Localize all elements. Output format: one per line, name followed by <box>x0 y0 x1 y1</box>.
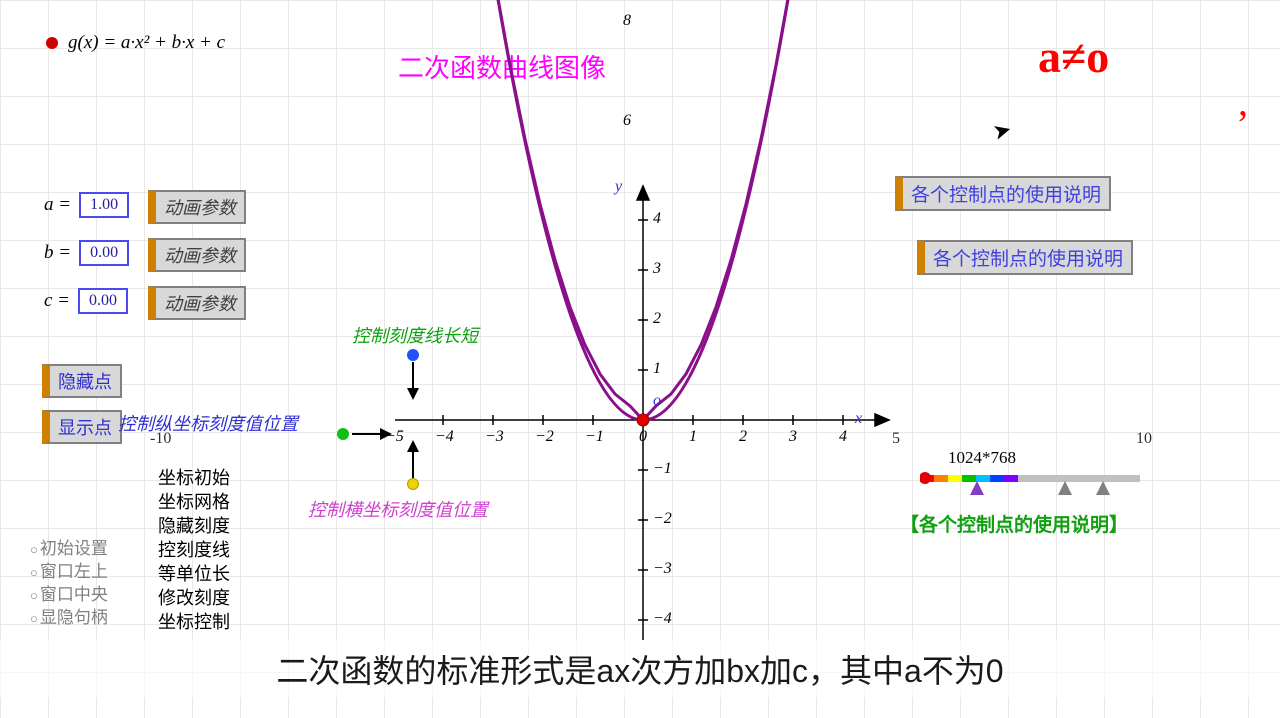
ytick: 2 <box>653 310 661 328</box>
ytick: 1 <box>653 360 661 378</box>
radio-2[interactable]: 窗口中央 <box>30 584 108 607</box>
param-a-input[interactable] <box>79 192 129 218</box>
opt-0[interactable]: 坐标初始 <box>158 466 230 490</box>
ctrl-vertical-label: 控制纵坐标刻度值位置 <box>118 410 298 436</box>
y-axis-label: y <box>615 178 622 196</box>
plot-svg <box>395 0 895 640</box>
handwritten-annotation: a≠o <box>1038 30 1109 83</box>
outer-xmid: 5 <box>892 430 900 448</box>
hint-button-1[interactable]: 各个控制点的使用说明 <box>895 176 1111 211</box>
xtick: 1 <box>689 428 697 446</box>
ctrl-point-green[interactable] <box>337 428 349 440</box>
opt-5[interactable]: 修改刻度 <box>158 586 230 610</box>
anim-c-button[interactable]: 动画参数 <box>148 286 246 320</box>
ytick: −2 <box>653 510 672 528</box>
ytick: 4 <box>653 210 661 228</box>
slider-marker-purple[interactable] <box>970 481 984 495</box>
xtick: 0 <box>639 428 647 446</box>
anim-a-button[interactable]: 动画参数 <box>148 190 246 224</box>
param-c-label: c = <box>44 290 70 312</box>
opt-4[interactable]: 等单位长 <box>158 562 230 586</box>
param-c-input[interactable] <box>78 288 128 314</box>
outer-xleft: -10 <box>150 430 171 448</box>
ytick: 8 <box>623 12 631 30</box>
show-points-button[interactable]: 显示点 <box>42 410 122 444</box>
xtick: −5 <box>385 428 404 446</box>
series-dot-icon <box>46 37 58 49</box>
xtick: 2 <box>739 428 747 446</box>
opt-2[interactable]: 隐藏刻度 <box>158 514 230 538</box>
slider-marker-2[interactable] <box>1096 481 1110 495</box>
annotation-comma: , <box>1238 78 1248 125</box>
x-axis-label: x <box>855 410 862 428</box>
xtick: −3 <box>485 428 504 446</box>
ytick: −1 <box>653 460 672 478</box>
subtitle-caption: 二次函数的标准形式是ax次方加bx加c，其中a不为0 <box>0 640 1280 698</box>
xtick: 3 <box>789 428 797 446</box>
param-b-input[interactable] <box>79 240 129 266</box>
radio-1[interactable]: 窗口左上 <box>30 561 108 584</box>
param-b-row: b = <box>44 240 129 266</box>
param-b-label: b = <box>44 242 71 264</box>
ytick: −4 <box>653 610 672 628</box>
ytick: 3 <box>653 260 661 278</box>
radio-0[interactable]: 初始设置 <box>30 538 108 561</box>
slider-marker-1[interactable] <box>1058 481 1072 495</box>
ytick: 6 <box>623 112 631 130</box>
param-a-row: a = <box>44 192 129 218</box>
hint-button-2[interactable]: 各个控制点的使用说明 <box>917 240 1133 275</box>
coordinate-plot: y x o −5 −4 −3 −2 −1 0 1 2 3 4 1 2 3 4 6… <box>395 0 895 640</box>
resolution-label: 1024*768 <box>948 448 1016 468</box>
opt-6[interactable]: 坐标控制 <box>158 610 230 634</box>
xtick: 4 <box>839 428 847 446</box>
ytick: −3 <box>653 560 672 578</box>
formula-text: g(x) = a·x² + b·x + c <box>68 32 225 54</box>
vertex-point <box>637 414 649 426</box>
opt-3[interactable]: 控刻度线 <box>158 538 230 562</box>
hide-points-button[interactable]: 隐藏点 <box>42 364 122 398</box>
green-hint-label: 【各个控制点的使用说明】 <box>900 510 1128 537</box>
xtick: −1 <box>585 428 604 446</box>
options-list: 坐标初始 坐标网格 隐藏刻度 控刻度线 等单位长 修改刻度 坐标控制 <box>158 466 230 634</box>
radio-3[interactable]: 显隐句柄 <box>30 607 108 630</box>
outer-xright: 10 <box>1136 430 1152 448</box>
formula-row: g(x) = a·x² + b·x + c <box>46 32 225 54</box>
param-c-row: c = <box>44 288 128 314</box>
xtick: −4 <box>435 428 454 446</box>
param-a-label: a = <box>44 194 71 216</box>
opt-1[interactable]: 坐标网格 <box>158 490 230 514</box>
xtick: −2 <box>535 428 554 446</box>
radio-list: 初始设置 窗口左上 窗口中央 显隐句柄 <box>30 538 108 630</box>
origin-label: o <box>653 392 661 410</box>
anim-b-button[interactable]: 动画参数 <box>148 238 246 272</box>
